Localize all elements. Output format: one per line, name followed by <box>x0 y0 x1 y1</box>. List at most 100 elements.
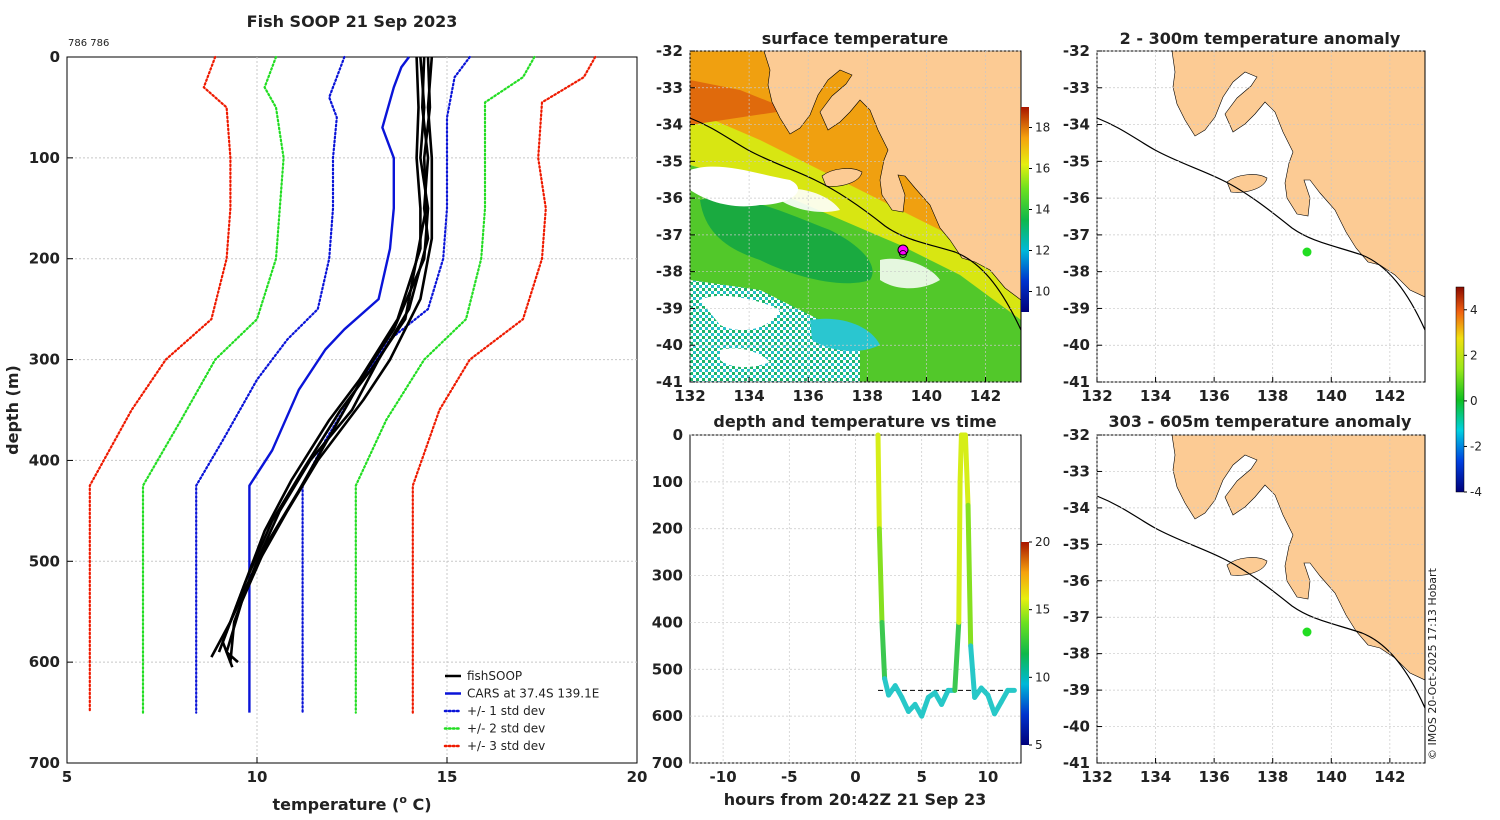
colorbar-tick-label: 5 <box>1035 738 1043 752</box>
colorbar-tick-label: 18 <box>1035 121 1050 135</box>
anomaly-top-title: 2 - 300m temperature anomaly <box>1120 29 1401 48</box>
timeseries-y-tick-label: 500 <box>652 660 683 678</box>
timeseries-colorbar <box>1021 542 1029 745</box>
profile-axes-frame <box>66 56 638 764</box>
colorbar-tick-label: -4 <box>1470 485 1482 499</box>
colorbar-tick-label: 10 <box>1035 285 1050 299</box>
map-x-tick-label: 136 <box>793 387 824 405</box>
sst-map-x-ticks: 132 134 136 138 140 142 <box>674 51 1001 405</box>
credit-text: © IMOS 20-Oct-2025 17:13 Hobart <box>1426 567 1439 760</box>
timeseries-x-ticks: -10 -5 0 5 10 <box>710 435 998 786</box>
colorbar-tick-label: 20 <box>1035 535 1050 549</box>
map-y-tick-label: -40 <box>1063 336 1090 354</box>
anomaly-top-land <box>1171 51 1425 298</box>
timeseries-colorbar-ticks: 5 10 15 20 <box>1029 535 1050 752</box>
map-x-tick-label: 140 <box>1316 387 1347 405</box>
anomaly-top-y-ticks: -32 -33 -34 -35 -36 -37 -38 -39 -40 -41 <box>1063 42 1425 391</box>
profile-y-tick-label: 100 <box>29 149 60 167</box>
anomaly-top-panel: 2 - 300m temperature anomaly 132 134 136 13… <box>1063 29 1426 405</box>
anomaly-bottom-x-ticks: 132 134 136 138 140 142 <box>1081 435 1406 786</box>
map-y-tick-label: -36 <box>1063 572 1090 590</box>
profile-series-line <box>354 55 536 714</box>
legend-label: +/- 1 std dev <box>467 704 545 718</box>
anomaly-colorbar <box>1455 286 1465 493</box>
map-x-tick-label: 134 <box>733 387 764 405</box>
profile-y-tick-label: 200 <box>29 250 60 268</box>
profile-y-ticks: 0 100 200 300 400 500 600 700 <box>29 48 73 772</box>
profile-y-tick-label: 600 <box>29 653 60 671</box>
profile-series-line <box>221 56 422 668</box>
map-y-tick-label: -35 <box>656 152 683 170</box>
map-x-tick-label: 138 <box>1257 387 1288 405</box>
map-y-tick-label: -36 <box>656 189 683 207</box>
map-y-tick-label: -35 <box>1063 535 1090 553</box>
timeseries-depth-segment <box>968 643 978 700</box>
anomaly-bottom-y-ticks: -32 -33 -34 -35 -36 -37 -38 -39 -40 -41 <box>1063 426 1425 772</box>
profile-series-line <box>210 56 434 658</box>
map-x-tick-label: 140 <box>911 387 942 405</box>
sst-map-panel: surface temperature <box>656 29 1050 405</box>
timeseries-depth-segment <box>875 432 882 532</box>
profile-series <box>88 55 597 714</box>
map-x-tick-label: 140 <box>1316 768 1347 786</box>
timeseries-x-tick-label: -10 <box>710 768 737 786</box>
profile-y-axis-label: depth (m) <box>3 365 22 455</box>
anomaly-bottom-marker <box>1302 627 1312 637</box>
map-y-tick-label: -37 <box>1063 226 1090 244</box>
map-y-tick-label: -34 <box>656 116 683 134</box>
timeseries-depth-segment <box>919 694 931 719</box>
timeseries-depth-segment <box>952 619 962 693</box>
timeseries-y-tick-label: 400 <box>652 613 683 631</box>
profile-y-tick-label: 500 <box>29 552 60 570</box>
map-y-tick-label: -34 <box>1063 499 1090 517</box>
map-y-tick-label: -39 <box>1063 299 1090 317</box>
sst-map-field <box>690 51 1021 382</box>
timeseries-x-tick-label: -5 <box>781 768 798 786</box>
map-y-tick-label: -40 <box>1063 718 1090 736</box>
profile-y-tick-label: 300 <box>29 351 60 369</box>
profile-x-axis-label: temperature (o C) <box>272 793 431 814</box>
map-y-tick-label: -33 <box>1063 79 1090 97</box>
colorbar-tick-label: -2 <box>1470 439 1482 453</box>
timeseries-depth-segment <box>962 432 971 508</box>
map-x-tick-label: 142 <box>970 387 1001 405</box>
map-y-tick-label: -41 <box>1063 373 1090 391</box>
timeseries-x-tick-label: 5 <box>916 768 926 786</box>
profile-y-tick-label: 700 <box>29 754 60 772</box>
timeseries-panel: depth and temperature vs time -10 -5 0 5 10 … <box>652 412 1051 809</box>
profile-x-tick-label: 5 <box>62 768 72 786</box>
anomaly-top-marker <box>1302 247 1312 257</box>
colorbar-tick-label: 2 <box>1470 348 1478 362</box>
map-y-tick-label: -33 <box>656 79 683 97</box>
timeseries-y-ticks: 0 100 200 300 400 500 600 700 <box>652 426 1021 772</box>
map-y-tick-label: -39 <box>1063 681 1090 699</box>
timeseries-y-tick-label: 200 <box>652 520 683 538</box>
map-y-tick-label: -41 <box>656 373 683 391</box>
timeseries-y-tick-label: 700 <box>652 754 683 772</box>
timeseries-depth-segment <box>965 502 974 649</box>
map-y-tick-label: -36 <box>1063 189 1090 207</box>
timeseries-y-tick-label: 300 <box>652 567 683 585</box>
anomaly-top-x-ticks: 132 134 136 138 140 142 <box>1081 51 1406 405</box>
profile-series-line <box>248 56 410 713</box>
timeseries-x-tick-label: 10 <box>977 768 998 786</box>
sst-map-y-ticks: -32 -33 -34 -35 -36 -37 -38 -39 -40 -41 <box>656 42 1021 391</box>
map-x-tick-label: 136 <box>1198 387 1229 405</box>
colorbar-tick-label: 14 <box>1035 203 1050 217</box>
map-y-tick-label: -41 <box>1063 754 1090 772</box>
map-y-tick-label: -33 <box>1063 462 1090 480</box>
map-x-tick-label: 142 <box>1374 768 1405 786</box>
colorbar-tick-label: 0 <box>1470 394 1478 408</box>
colorbar-tick-label: 4 <box>1470 303 1478 317</box>
timeseries-y-tick-label: 100 <box>652 473 683 491</box>
profile-x-tick-label: 15 <box>437 768 458 786</box>
sst-colorbar <box>1021 107 1029 312</box>
profile-chart: Fish SOOP 21 Sep 2023 786 786 5 10 15 20 0 1… <box>3 12 647 814</box>
sst-map-title: surface temperature <box>762 29 949 48</box>
timeseries-title: depth and temperature vs time <box>713 412 996 431</box>
map-x-tick-label: 132 <box>674 387 705 405</box>
profile-x-tick-label: 10 <box>247 768 268 786</box>
map-y-tick-label: -37 <box>656 226 683 244</box>
timeseries-depth-segment <box>879 619 888 682</box>
timeseries-y-tick-label: 600 <box>652 707 683 725</box>
